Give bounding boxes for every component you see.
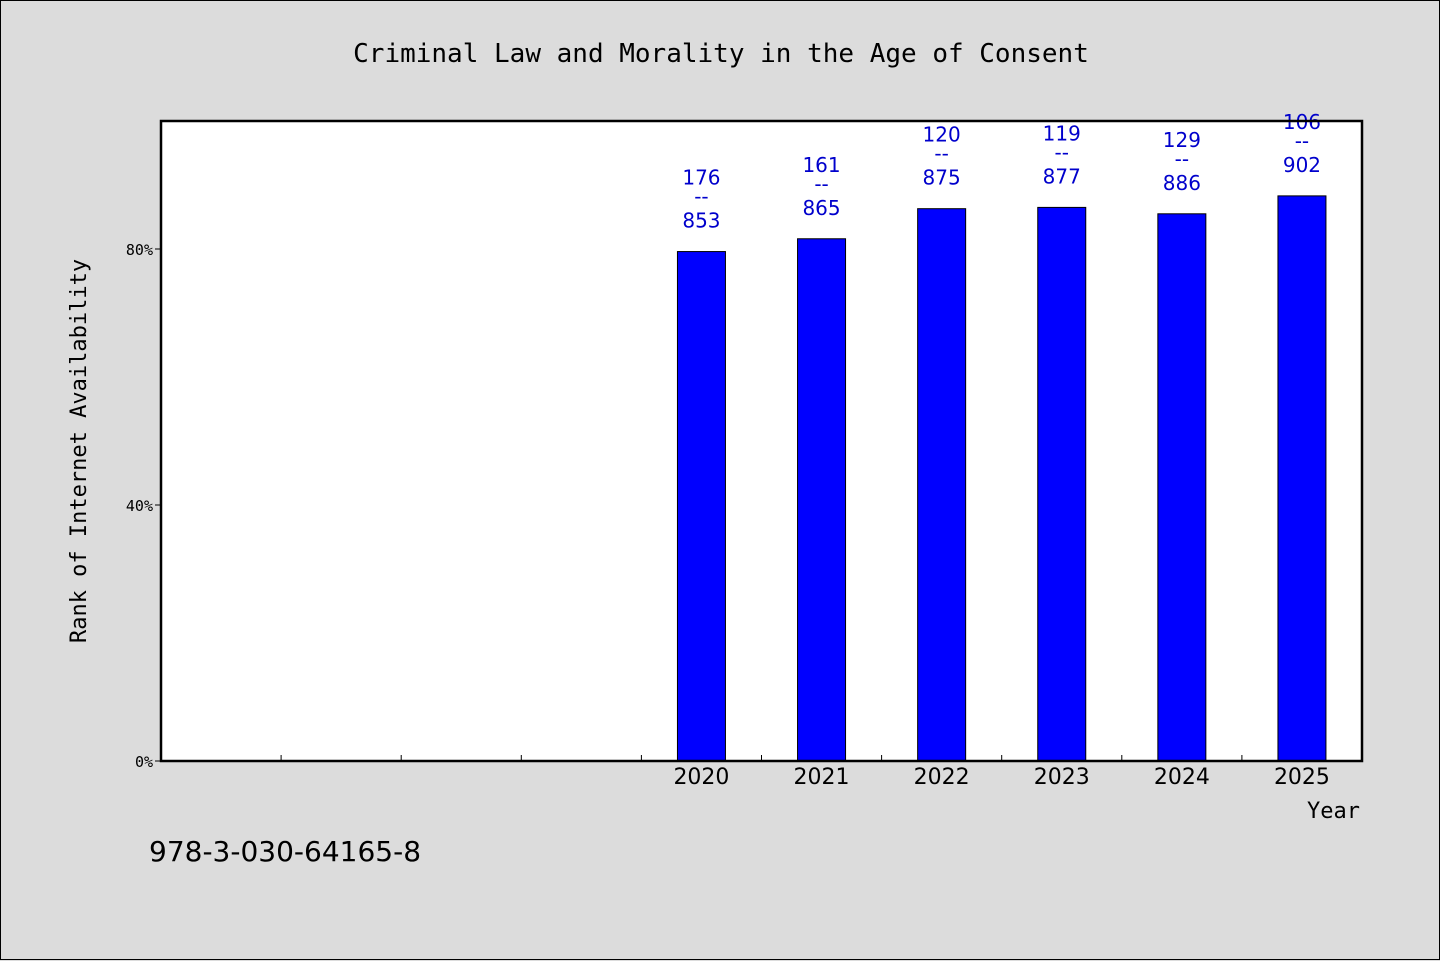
bar [1277, 195, 1327, 762]
y-tick-label: 80% [126, 241, 153, 259]
y-axis-label: Rank of Internet Availability [67, 259, 92, 643]
x-tick-label: 2023 [1034, 765, 1090, 790]
bar-label-separator: -- [1295, 129, 1309, 153]
bar-label-separator: -- [814, 172, 828, 196]
x-tick-label: 2024 [1154, 765, 1210, 790]
bar [676, 251, 726, 762]
x-tick-label: 2025 [1274, 765, 1330, 790]
bar-label-top: 119 [1043, 121, 1081, 145]
bar-label-bottom: 865 [802, 196, 840, 220]
bar-label-top: 120 [923, 123, 961, 147]
chart-title: Criminal Law and Morality in the Age of … [353, 39, 1089, 69]
bar-label-separator: -- [934, 142, 948, 166]
bar-label-bottom: 886 [1163, 171, 1201, 195]
y-tick-label: 0% [135, 753, 153, 771]
bar-label-bottom: 875 [923, 166, 961, 190]
x-tick-label: 2022 [914, 765, 970, 790]
bar-label-separator: -- [1175, 147, 1189, 171]
x-tick-label: 2021 [794, 765, 850, 790]
bar-label-top: 129 [1163, 128, 1201, 152]
bar-label-top: 161 [802, 153, 840, 177]
bar-label-separator: -- [694, 185, 708, 209]
y-tick-label: 40% [126, 497, 153, 515]
x-axis-label: Year [1307, 799, 1360, 824]
bar-label-bottom: 853 [682, 209, 720, 233]
bar [1157, 213, 1207, 762]
bar-label-top: 176 [682, 166, 720, 190]
bar [917, 208, 967, 762]
bar-label-bottom: 902 [1283, 153, 1321, 177]
bar-label-bottom: 877 [1043, 164, 1081, 188]
x-tick-label: 2020 [673, 765, 729, 790]
bar [1037, 206, 1087, 762]
plot-border [159, 119, 1364, 763]
bar-label-separator: -- [1055, 140, 1069, 164]
bar [797, 238, 847, 762]
isbn-label: 978-3-030-64165-8 [149, 835, 422, 868]
